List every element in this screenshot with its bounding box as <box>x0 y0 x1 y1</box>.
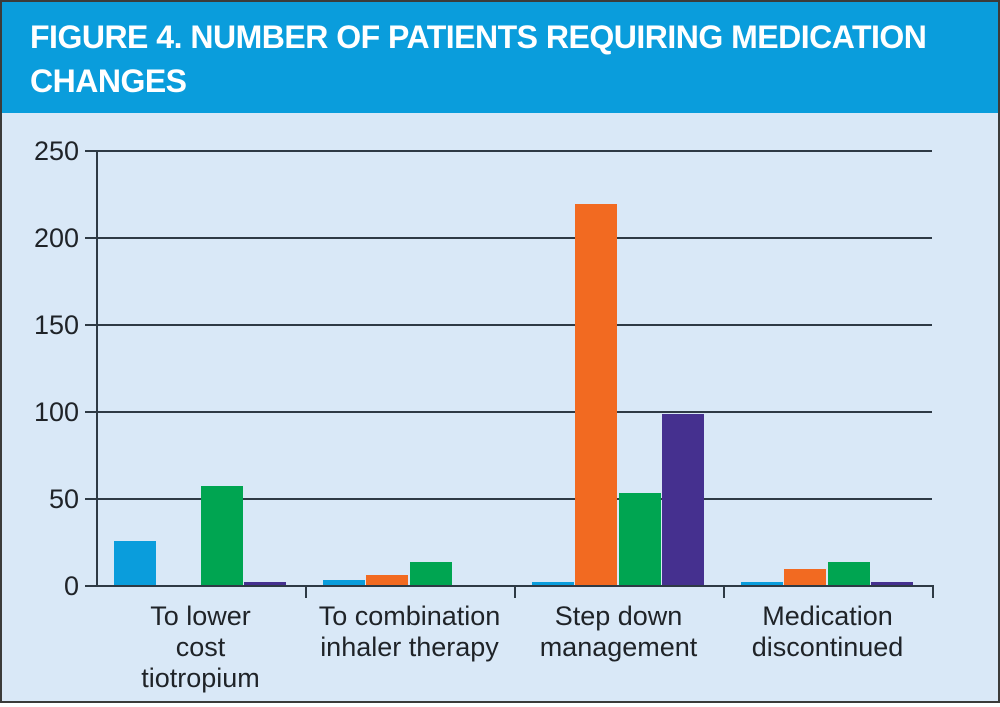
figure-title-line-1: FIGURE 4. NUMBER OF PATIENTS REQUIRING M… <box>30 19 927 55</box>
gridline-y-150 <box>96 324 932 326</box>
figure-header: FIGURE 4. NUMBER OF PATIENTS REQUIRING M… <box>2 2 998 113</box>
gridline-y-50 <box>96 498 932 500</box>
bar-chart-plot-area: 0 50 100 150 200 250 To lower cost tiotropium T… <box>2 113 998 701</box>
bar-series-blue-cat-3 <box>532 582 574 585</box>
bar-series-orange-cat-2 <box>366 575 408 585</box>
y-axis-line <box>96 150 98 587</box>
x-axis-tick-2 <box>514 585 516 598</box>
y-axis-tick-label-50: 50 <box>48 484 79 514</box>
x-axis-tick-1 <box>305 585 307 598</box>
bar-series-orange-cat-4 <box>784 569 826 585</box>
y-axis-tick-200 <box>85 237 96 239</box>
x-axis-tick-3 <box>723 585 725 598</box>
bar-series-green-cat-4 <box>828 562 870 585</box>
bar-series-blue-cat-1 <box>114 541 156 585</box>
bar-series-purple-cat-3 <box>662 414 704 585</box>
bar-series-green-cat-1 <box>201 486 243 585</box>
y-axis-tick-label-150: 150 <box>33 310 79 340</box>
bar-series-purple-cat-1 <box>244 582 286 585</box>
y-axis-tick-50 <box>85 498 96 500</box>
y-axis-tick-label-250: 250 <box>33 136 79 166</box>
bar-series-green-cat-2 <box>410 562 452 585</box>
gridline-y-200 <box>96 237 932 239</box>
gridline-y-100 <box>96 411 932 413</box>
y-axis-tick-250 <box>85 150 96 152</box>
y-axis-tick-label-0: 0 <box>63 571 79 601</box>
category-label-2: To combination inhaler therapy <box>318 601 501 662</box>
y-axis-tick-150 <box>85 324 96 326</box>
y-axis-tick-label-200: 200 <box>33 223 79 253</box>
bar-series-blue-cat-4 <box>741 582 783 585</box>
y-axis-tick-0 <box>85 585 96 587</box>
x-axis-tick-4 <box>932 585 934 598</box>
y-axis-tick-100 <box>85 411 96 413</box>
bar-series-green-cat-3 <box>619 493 661 585</box>
figure-title-line-2: CHANGES <box>30 63 187 99</box>
bar-series-blue-cat-2 <box>323 580 365 585</box>
bar-series-orange-cat-3 <box>575 204 617 585</box>
gridline-y-250 <box>96 150 932 152</box>
y-axis-tick-label-100: 100 <box>33 397 79 427</box>
category-label-4: Medication discontinued <box>751 601 904 662</box>
category-label-1: To lower cost tiotropium <box>141 601 260 693</box>
category-label-3: Step down management <box>539 601 698 662</box>
bar-series-purple-cat-4 <box>871 582 913 585</box>
